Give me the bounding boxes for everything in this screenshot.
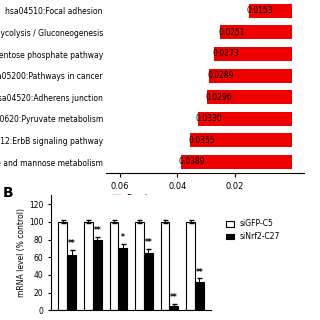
Y-axis label: mRNA level (% control): mRNA level (% control) <box>17 208 26 297</box>
Bar <box>144 253 153 310</box>
Bar <box>220 25 292 39</box>
Text: 0.0289: 0.0289 <box>208 71 234 80</box>
Text: **: ** <box>170 293 178 302</box>
Bar <box>84 222 93 310</box>
Legend: P value: P value <box>109 191 162 207</box>
Bar <box>161 222 170 310</box>
Text: 0.0355: 0.0355 <box>189 136 215 145</box>
Bar <box>198 112 292 126</box>
Legend: siGFP-C5, siNrf2-C27: siGFP-C5, siNrf2-C27 <box>223 216 283 244</box>
Bar <box>170 306 179 310</box>
Bar <box>195 282 204 310</box>
Bar <box>249 4 292 18</box>
Text: 0.0153: 0.0153 <box>247 6 273 15</box>
Bar <box>118 248 127 310</box>
Text: **: ** <box>68 239 76 248</box>
Text: 0.0273: 0.0273 <box>212 50 239 59</box>
Bar <box>93 239 102 310</box>
Text: 0.0296: 0.0296 <box>206 93 232 102</box>
Bar <box>109 222 118 310</box>
Text: B: B <box>3 186 14 200</box>
Text: 0.0389: 0.0389 <box>179 157 205 166</box>
Bar <box>68 255 76 310</box>
Text: **: ** <box>196 268 203 277</box>
Text: **: ** <box>93 226 101 235</box>
Bar <box>181 155 292 169</box>
Bar <box>59 222 68 310</box>
Text: *: * <box>121 233 125 242</box>
Bar <box>186 222 195 310</box>
Bar <box>207 90 292 104</box>
Text: 0.0330: 0.0330 <box>196 114 223 123</box>
Bar <box>135 222 144 310</box>
Text: **: ** <box>145 238 152 247</box>
Bar <box>190 133 292 148</box>
Bar <box>214 47 292 61</box>
Bar <box>209 68 292 83</box>
Text: 0.0251: 0.0251 <box>219 28 245 37</box>
